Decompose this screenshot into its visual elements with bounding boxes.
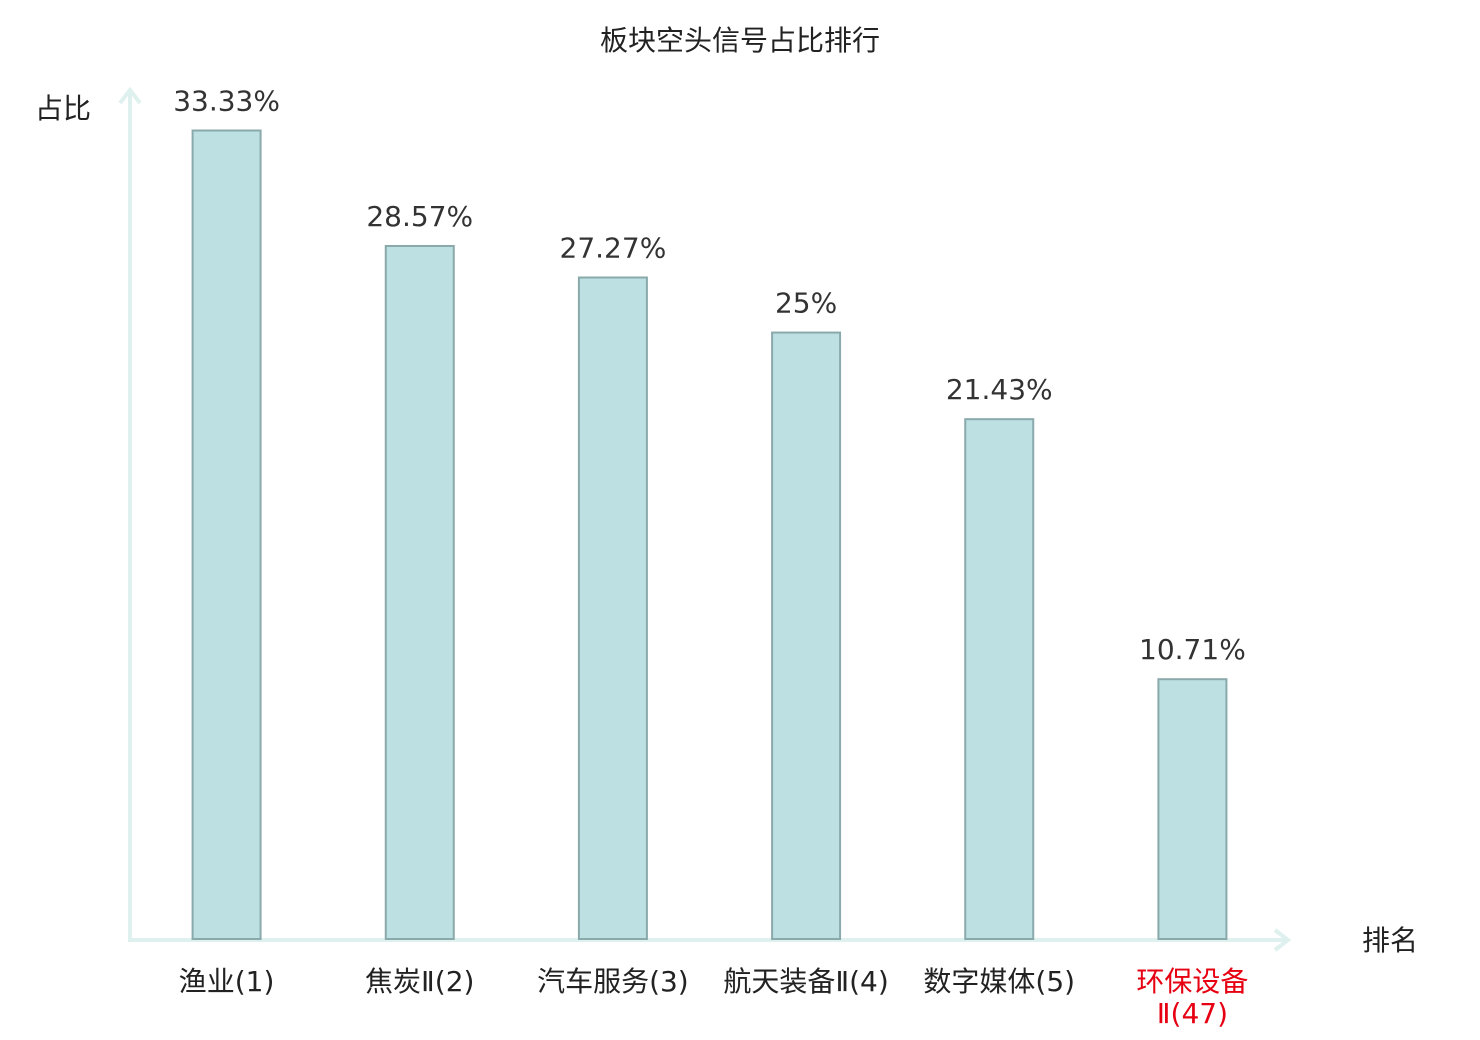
x-tick-label: 航天装备Ⅱ(4) (723, 965, 889, 998)
x-axis-label: 排名 (1362, 924, 1418, 957)
value-label: 27.27% (560, 232, 667, 265)
x-tick-label: 环保设备Ⅱ(47) (1136, 965, 1249, 1030)
x-tick-label: 渔业(1) (178, 965, 275, 998)
x-tick-label: 数字媒体(5) (923, 965, 1076, 998)
bar (191, 129, 262, 941)
chart-title: 板块空头信号占比排行 (600, 24, 880, 57)
bar (964, 418, 1035, 940)
value-label: 21.43% (946, 373, 1053, 406)
value-label: 10.71% (1139, 633, 1246, 666)
value-label: 25% (775, 287, 837, 320)
y-axis-label: 占比 (35, 92, 91, 125)
x-tick-label: 汽车服务(3) (537, 965, 689, 998)
axes (118, 86, 1292, 952)
y-axis-arrow (118, 86, 142, 105)
value-label: 33.33% (173, 85, 280, 118)
bar (1157, 678, 1228, 940)
bar (577, 276, 648, 941)
x-tick-label: 焦炭Ⅱ(2) (365, 965, 475, 998)
x-axis-arrow (1273, 928, 1292, 952)
bar (384, 244, 455, 940)
value-label: 28.57% (366, 200, 473, 233)
bar (771, 331, 842, 941)
